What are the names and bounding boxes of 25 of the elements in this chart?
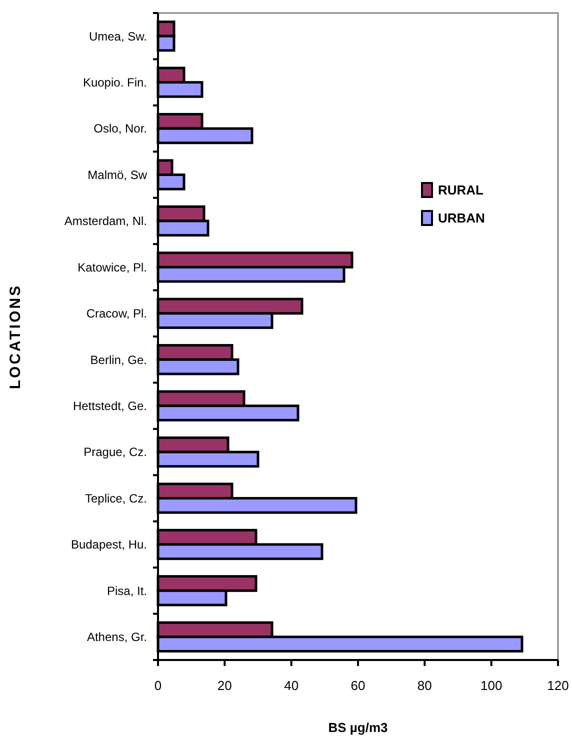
y-tick-label: Amsterdam, Nl. bbox=[64, 214, 147, 228]
x-tick-label: 100 bbox=[480, 678, 502, 693]
y-tick-label: Oslo, Nor. bbox=[94, 122, 147, 136]
y-tick-label: Kuopio. Fin. bbox=[82, 76, 147, 90]
x-axis-title: BS µg/m3 bbox=[328, 720, 388, 735]
y-tick-label: Hettstedt, Ge. bbox=[72, 399, 147, 414]
x-tick-label: 120 bbox=[547, 678, 569, 693]
y-tick-label: Teplice, Cz. bbox=[84, 491, 147, 506]
y-tick-label: Pisa, It. bbox=[106, 584, 147, 598]
y-tick-label: Katowice, Pl. bbox=[78, 260, 147, 274]
x-tick-label: 40 bbox=[284, 678, 299, 693]
y-axis-title: LOCATIONS bbox=[7, 284, 24, 390]
legend-label: RURAL bbox=[438, 182, 484, 198]
legend-label: URBAN bbox=[438, 210, 485, 226]
x-tick-label: 0 bbox=[154, 678, 162, 693]
y-tick-label: Budapest, Hu. bbox=[70, 538, 147, 552]
x-tick-label: 60 bbox=[350, 678, 366, 693]
y-tick-label: Cracow, Pl. bbox=[86, 306, 147, 321]
y-tick-label: Prague, Cz. bbox=[84, 445, 147, 460]
x-tick-label: 20 bbox=[217, 678, 232, 693]
y-tick-label: Malmö, Sw bbox=[88, 168, 148, 182]
y-tick-label: Berlin, Ge. bbox=[90, 352, 147, 367]
x-tick-label: 80 bbox=[417, 678, 432, 693]
y-tick-label: Umea, Sw. bbox=[88, 29, 147, 44]
y-tick-label: Athens, Gr. bbox=[86, 630, 147, 644]
